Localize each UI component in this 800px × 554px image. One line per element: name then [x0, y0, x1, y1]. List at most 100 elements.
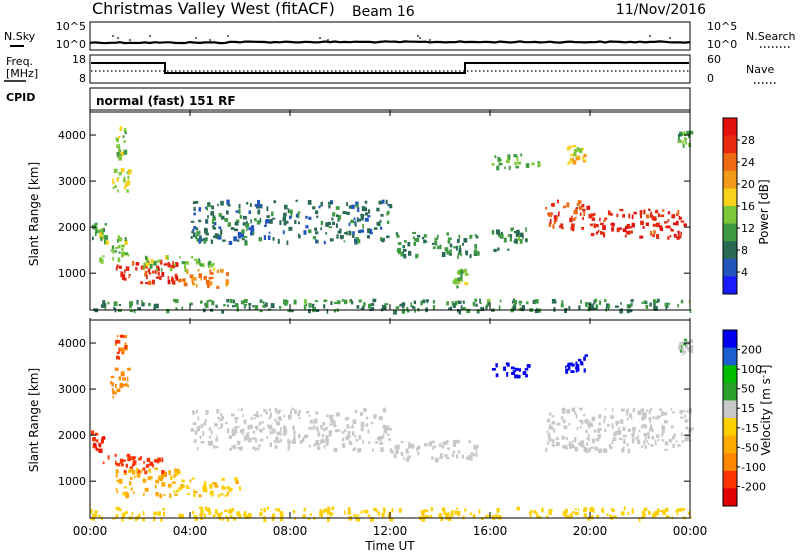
data-cell — [242, 430, 245, 434]
data-cell — [180, 514, 184, 518]
data-cell — [400, 303, 403, 307]
data-cell — [660, 214, 665, 217]
data-cell — [124, 182, 129, 187]
data-cell — [122, 459, 126, 462]
data-cell — [323, 509, 327, 513]
data-cell — [622, 214, 625, 218]
data-cell — [231, 429, 235, 433]
colorbar-swatch — [723, 435, 737, 454]
data-cell — [619, 308, 623, 314]
data-cell — [125, 266, 130, 271]
data-cell — [612, 509, 615, 512]
data-cell — [627, 428, 631, 432]
data-cell — [678, 217, 682, 220]
data-cell — [265, 220, 267, 225]
data-cell — [612, 437, 617, 442]
colorbar-swatch — [723, 188, 737, 207]
data-cell — [504, 166, 506, 169]
data-cell — [314, 227, 317, 231]
data-cell — [145, 255, 148, 261]
data-cell — [96, 432, 99, 436]
data-cell — [522, 371, 527, 375]
data-cell — [333, 301, 338, 304]
data-cell — [172, 261, 174, 266]
data-cell — [118, 303, 121, 306]
data-cell — [576, 203, 580, 206]
data-cell — [142, 267, 145, 270]
data-cell — [103, 303, 107, 307]
data-cell — [472, 454, 476, 457]
data-cell — [468, 440, 471, 443]
colorbar-swatch — [723, 170, 737, 189]
data-cell — [229, 448, 233, 451]
y-tick-label: 2000 — [58, 221, 86, 234]
data-cell — [160, 268, 163, 272]
data-cell — [547, 418, 550, 423]
data-cell — [671, 214, 676, 219]
data-cell — [141, 300, 143, 305]
data-cell — [124, 472, 127, 475]
data-cell — [159, 478, 163, 482]
data-cell — [172, 298, 177, 302]
data-cell — [652, 513, 654, 518]
data-cell — [181, 306, 184, 310]
data-cell — [627, 511, 630, 515]
data-cell — [241, 229, 245, 234]
data-cell — [597, 427, 601, 433]
data-cell — [258, 444, 261, 447]
data-cell — [574, 411, 577, 415]
data-cell — [216, 435, 218, 439]
data-cell — [631, 509, 634, 514]
data-cell — [587, 306, 591, 312]
data-cell — [577, 358, 582, 362]
data-cell — [124, 239, 128, 245]
data-cell — [329, 423, 332, 426]
data-cell — [581, 204, 585, 208]
data-cell — [121, 244, 125, 248]
data-cell — [395, 306, 400, 310]
data-cell — [451, 453, 454, 458]
data-cell — [247, 425, 251, 430]
data-cell — [127, 493, 130, 498]
data-cell — [533, 510, 537, 514]
data-cell — [347, 511, 352, 515]
data-cell — [149, 476, 153, 479]
data-cell — [516, 367, 519, 371]
data-cell — [632, 429, 635, 435]
data-cell — [196, 231, 200, 236]
data-cell — [205, 206, 207, 209]
nsearch-point — [195, 37, 197, 39]
data-cell — [645, 222, 649, 227]
data-cell — [100, 236, 103, 242]
data-cell — [357, 207, 360, 213]
data-cell — [114, 392, 117, 395]
data-cell — [189, 302, 193, 306]
data-cell — [367, 514, 371, 517]
data-cell — [453, 246, 457, 249]
data-cell — [322, 427, 327, 432]
data-cell — [92, 437, 96, 442]
data-cell — [130, 468, 133, 472]
data-cell — [112, 178, 114, 183]
data-cell — [329, 511, 332, 517]
data-cell — [650, 408, 653, 411]
data-cell — [557, 199, 559, 204]
data-cell — [126, 189, 129, 193]
data-cell — [508, 155, 511, 161]
data-cell — [677, 444, 681, 447]
data-cell — [383, 508, 386, 514]
noise-tick-right-top: 10^5 — [707, 20, 737, 33]
data-cell — [642, 226, 645, 229]
data-cell — [224, 494, 229, 497]
data-cell — [112, 256, 114, 261]
data-cell — [684, 344, 688, 349]
data-cell — [320, 425, 323, 430]
data-cell — [403, 240, 407, 243]
data-cell — [422, 299, 426, 304]
data-cell — [644, 507, 648, 511]
data-cell — [665, 225, 669, 228]
data-cell — [548, 426, 553, 430]
data-cell — [629, 309, 633, 313]
data-cell — [237, 233, 242, 239]
data-cell — [253, 413, 257, 416]
